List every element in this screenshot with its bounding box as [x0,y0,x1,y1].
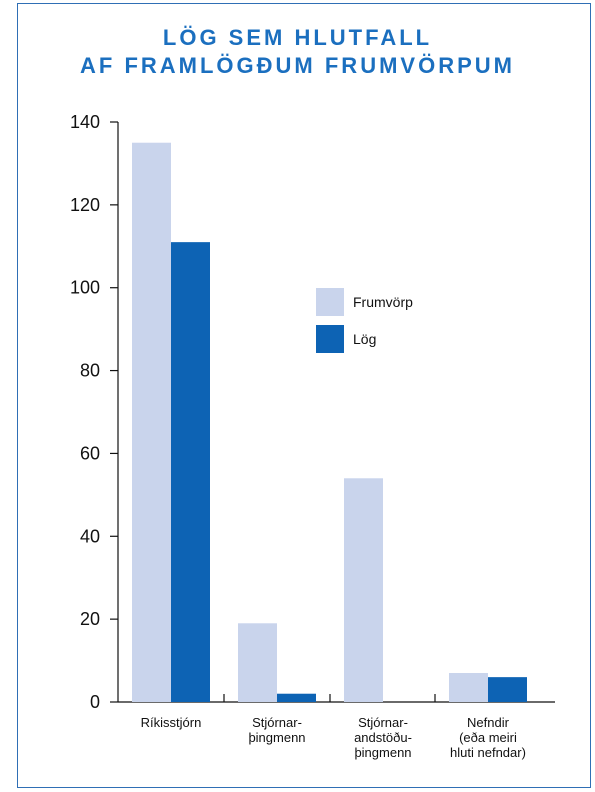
x-category-label: Stjórnar- [252,715,302,730]
legend-swatch-1 [316,325,344,353]
x-category-label: andstöðu- [354,730,412,745]
legend-label-0: Frumvörp [353,294,413,310]
y-tick-label: 20 [80,609,100,629]
x-category-label: Nefndir [467,715,510,730]
bar-frumvorp-0 [132,142,171,702]
y-tick-label: 100 [70,278,100,298]
x-category-label: Ríkisstjórn [141,715,202,730]
y-tick-label: 80 [80,361,100,381]
legend-swatch-0 [316,288,344,316]
bar-log-0 [171,242,210,702]
bar-log-3 [488,677,527,702]
x-category-label: Stjórnar- [358,715,408,730]
y-tick-label: 140 [70,112,100,132]
y-tick-label: 60 [80,443,100,463]
chart-title-line-1: LÖG SEM HLUTFALL [162,25,433,50]
x-category-label: (eða meiri [459,730,517,745]
y-tick-label: 40 [80,526,100,546]
chart-frame [17,3,591,788]
y-tick-label: 120 [70,195,100,215]
bar-frumvorp-1 [238,623,277,702]
x-category-label: þingmenn [248,730,305,745]
y-tick-label: 0 [90,692,100,712]
bar-frumvorp-3 [449,673,488,702]
x-category-label: þingmenn [354,745,411,760]
x-category-label: hluti nefndar) [450,745,526,760]
bar-frumvorp-2 [344,478,383,702]
chart-title-line-2: AF FRAMLÖGÐUM FRUMVÖRPUM [80,53,515,78]
chart-title: LÖG SEM HLUTFALL AF FRAMLÖGÐUM FRUMVÖRPU… [0,24,595,80]
legend-label-1: Lög [353,331,376,347]
bar-log-1 [277,693,316,702]
